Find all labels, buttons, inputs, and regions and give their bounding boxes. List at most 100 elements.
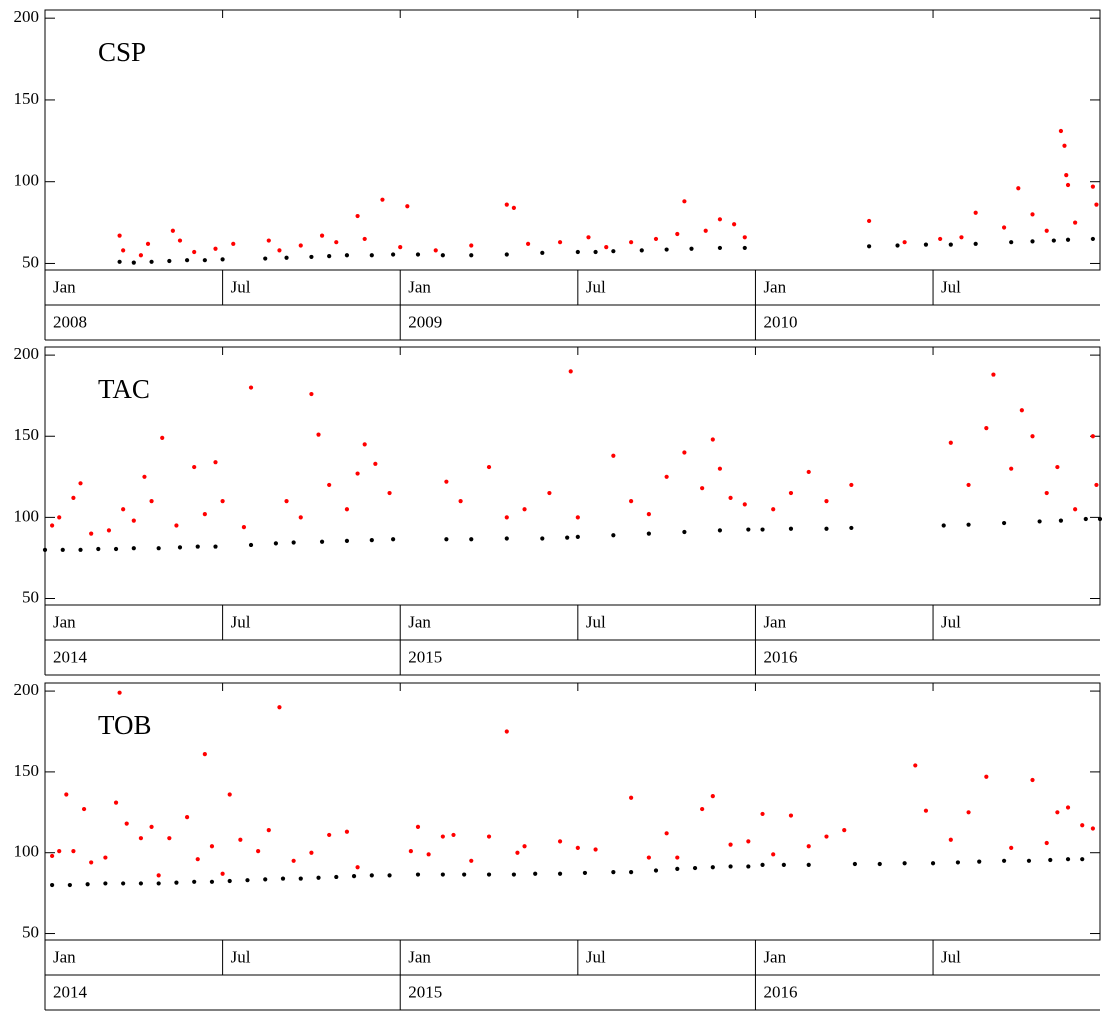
point <box>117 690 122 695</box>
point <box>842 827 847 833</box>
point <box>241 525 247 530</box>
point <box>121 248 126 253</box>
point <box>717 466 723 471</box>
y-tick-label: 100 <box>14 842 40 861</box>
point <box>1090 184 1095 189</box>
point <box>540 250 545 255</box>
point <box>85 882 90 887</box>
point <box>263 256 268 261</box>
point <box>327 254 332 259</box>
x-tick-label: Jan <box>53 947 76 966</box>
point <box>60 547 65 552</box>
point <box>184 258 190 263</box>
point <box>682 529 687 535</box>
point <box>984 426 989 431</box>
point <box>220 871 225 876</box>
x-tick-label: Jul <box>231 277 251 296</box>
point <box>316 432 321 437</box>
point <box>511 872 516 877</box>
point <box>440 872 445 877</box>
point <box>213 544 218 549</box>
point <box>646 531 651 536</box>
point <box>486 872 492 877</box>
point <box>1001 225 1007 230</box>
point <box>1051 238 1056 243</box>
point <box>1058 518 1064 523</box>
point <box>458 499 463 504</box>
point <box>177 545 183 550</box>
point <box>728 495 733 501</box>
point <box>575 515 580 520</box>
point <box>131 546 136 551</box>
point <box>486 464 492 470</box>
point <box>902 861 907 866</box>
point <box>50 882 55 888</box>
x-tick-label: Jan <box>763 947 786 966</box>
point <box>202 752 207 757</box>
point <box>806 469 811 475</box>
point <box>1055 810 1060 815</box>
point <box>675 855 680 860</box>
y-tick-label: 50 <box>22 587 39 606</box>
point <box>646 855 651 860</box>
point <box>533 871 538 876</box>
point <box>344 507 350 512</box>
point <box>760 811 765 817</box>
year-label: 2015 <box>408 982 442 1001</box>
point <box>941 523 946 528</box>
point <box>248 385 254 390</box>
point <box>277 248 282 253</box>
point <box>867 244 872 249</box>
point <box>849 482 854 488</box>
point <box>582 870 588 876</box>
point <box>806 844 811 849</box>
point <box>742 235 747 240</box>
point <box>124 821 129 826</box>
point <box>557 839 563 844</box>
y-tick-label: 100 <box>14 171 40 190</box>
point <box>245 878 250 883</box>
point <box>266 238 271 243</box>
point <box>248 542 254 548</box>
panel-title: TOB <box>98 710 152 740</box>
point <box>611 533 616 538</box>
point <box>1009 845 1014 850</box>
point <box>227 878 232 884</box>
point <box>575 845 580 850</box>
point <box>334 240 339 245</box>
point <box>913 763 918 768</box>
point <box>700 486 705 491</box>
point <box>291 540 296 545</box>
point <box>263 877 268 882</box>
point <box>1065 237 1071 242</box>
x-tick-label: Jan <box>763 612 786 631</box>
point <box>788 813 794 818</box>
point <box>192 879 197 884</box>
point <box>138 836 144 841</box>
point <box>973 241 978 246</box>
point <box>1001 520 1007 526</box>
point <box>156 873 161 878</box>
point <box>629 240 634 245</box>
y-tick-label: 200 <box>14 344 40 363</box>
point <box>177 238 183 243</box>
point <box>1094 482 1099 488</box>
year-label: 2009 <box>408 312 442 331</box>
point <box>604 245 609 250</box>
point <box>42 547 48 552</box>
point <box>692 865 698 871</box>
point <box>1090 826 1095 831</box>
point <box>1030 777 1035 783</box>
point <box>717 245 723 251</box>
point <box>256 849 261 854</box>
point <box>145 241 151 246</box>
point <box>415 252 421 257</box>
point <box>682 199 687 204</box>
point <box>405 204 410 209</box>
point <box>966 810 971 815</box>
point <box>806 862 811 867</box>
point <box>1062 143 1067 148</box>
point <box>1064 173 1069 178</box>
point <box>149 259 154 264</box>
